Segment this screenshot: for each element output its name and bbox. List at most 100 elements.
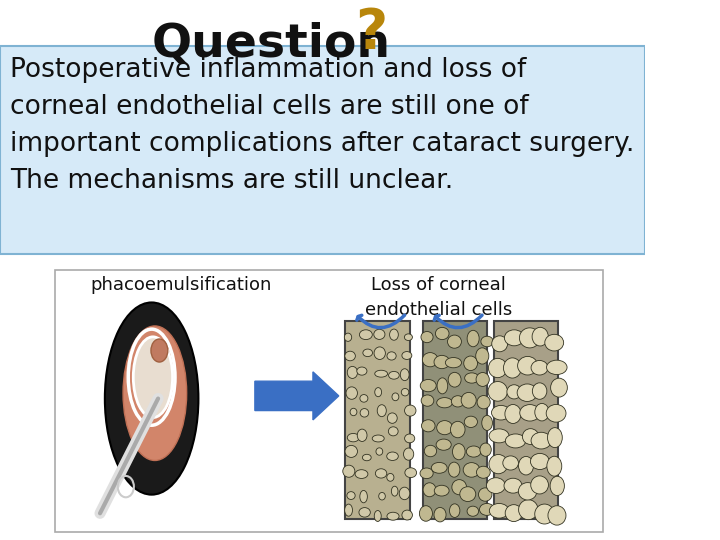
Ellipse shape <box>400 369 409 381</box>
Ellipse shape <box>545 334 564 351</box>
Ellipse shape <box>376 448 383 455</box>
Ellipse shape <box>480 503 495 515</box>
Ellipse shape <box>343 465 355 477</box>
Ellipse shape <box>519 328 540 348</box>
Ellipse shape <box>476 373 490 387</box>
Ellipse shape <box>359 330 372 340</box>
Text: phacoemulsification: phacoemulsification <box>90 276 271 294</box>
Ellipse shape <box>464 373 479 383</box>
Ellipse shape <box>405 434 415 443</box>
Ellipse shape <box>420 468 433 478</box>
Ellipse shape <box>420 380 436 392</box>
Ellipse shape <box>520 404 540 421</box>
Ellipse shape <box>507 384 521 399</box>
Ellipse shape <box>133 337 173 417</box>
Ellipse shape <box>482 415 492 430</box>
Ellipse shape <box>392 393 399 401</box>
Ellipse shape <box>387 452 398 461</box>
Ellipse shape <box>387 413 397 423</box>
Ellipse shape <box>505 330 524 346</box>
Ellipse shape <box>517 384 537 401</box>
Ellipse shape <box>374 388 382 397</box>
Ellipse shape <box>451 421 465 438</box>
Ellipse shape <box>363 349 372 356</box>
Ellipse shape <box>431 462 447 473</box>
Ellipse shape <box>347 366 358 379</box>
Ellipse shape <box>379 492 385 500</box>
Ellipse shape <box>531 454 549 469</box>
Bar <box>423 321 487 518</box>
FancyArrow shape <box>255 372 338 420</box>
Ellipse shape <box>437 397 452 408</box>
Ellipse shape <box>420 505 433 521</box>
Ellipse shape <box>392 486 398 496</box>
Ellipse shape <box>531 433 552 449</box>
Ellipse shape <box>436 327 449 340</box>
Ellipse shape <box>402 510 413 520</box>
Ellipse shape <box>357 429 367 442</box>
Ellipse shape <box>374 347 385 360</box>
Ellipse shape <box>374 510 381 522</box>
Ellipse shape <box>518 456 534 475</box>
Ellipse shape <box>387 352 396 360</box>
Ellipse shape <box>548 506 566 525</box>
Ellipse shape <box>523 429 539 444</box>
Ellipse shape <box>377 404 387 417</box>
Ellipse shape <box>546 404 566 422</box>
Ellipse shape <box>359 508 370 517</box>
Ellipse shape <box>434 355 450 369</box>
Ellipse shape <box>345 351 356 361</box>
Ellipse shape <box>488 359 507 377</box>
Ellipse shape <box>479 488 492 501</box>
Ellipse shape <box>105 302 199 495</box>
Ellipse shape <box>452 480 467 495</box>
Ellipse shape <box>449 462 460 477</box>
Ellipse shape <box>436 439 451 450</box>
Ellipse shape <box>551 378 567 397</box>
Ellipse shape <box>449 504 460 517</box>
Ellipse shape <box>505 505 523 522</box>
Ellipse shape <box>487 478 505 494</box>
Ellipse shape <box>345 504 353 516</box>
Ellipse shape <box>437 378 448 394</box>
Ellipse shape <box>374 370 387 377</box>
Ellipse shape <box>421 332 433 343</box>
Ellipse shape <box>532 383 547 399</box>
Ellipse shape <box>547 456 562 476</box>
Ellipse shape <box>151 339 168 362</box>
Ellipse shape <box>374 329 385 340</box>
Ellipse shape <box>405 334 413 341</box>
Ellipse shape <box>388 427 398 436</box>
Ellipse shape <box>360 490 367 503</box>
Ellipse shape <box>503 358 521 378</box>
Ellipse shape <box>492 406 510 420</box>
Ellipse shape <box>547 428 562 448</box>
Ellipse shape <box>123 326 186 461</box>
Ellipse shape <box>467 330 479 347</box>
Ellipse shape <box>492 336 508 352</box>
FancyBboxPatch shape <box>0 46 645 254</box>
Ellipse shape <box>344 333 351 341</box>
Ellipse shape <box>462 393 476 408</box>
Text: Question: Question <box>151 21 390 66</box>
Ellipse shape <box>350 408 357 416</box>
Ellipse shape <box>402 352 412 360</box>
Text: Loss of corneal
endothelial cells: Loss of corneal endothelial cells <box>365 276 513 319</box>
Ellipse shape <box>467 506 479 516</box>
Ellipse shape <box>446 357 462 368</box>
Ellipse shape <box>550 476 564 496</box>
Ellipse shape <box>403 448 414 460</box>
Ellipse shape <box>467 446 481 457</box>
Ellipse shape <box>387 512 399 520</box>
Bar <box>494 321 558 518</box>
Ellipse shape <box>464 356 477 370</box>
Ellipse shape <box>355 470 368 478</box>
Ellipse shape <box>480 443 491 456</box>
Ellipse shape <box>437 421 453 435</box>
Text: ?: ? <box>355 6 387 60</box>
Text: Postoperative inflammation and loss of
corneal endothelial cells are still one o: Postoperative inflammation and loss of c… <box>9 57 634 194</box>
Ellipse shape <box>518 483 537 500</box>
Ellipse shape <box>372 435 384 442</box>
Ellipse shape <box>405 405 416 416</box>
Ellipse shape <box>489 455 508 474</box>
